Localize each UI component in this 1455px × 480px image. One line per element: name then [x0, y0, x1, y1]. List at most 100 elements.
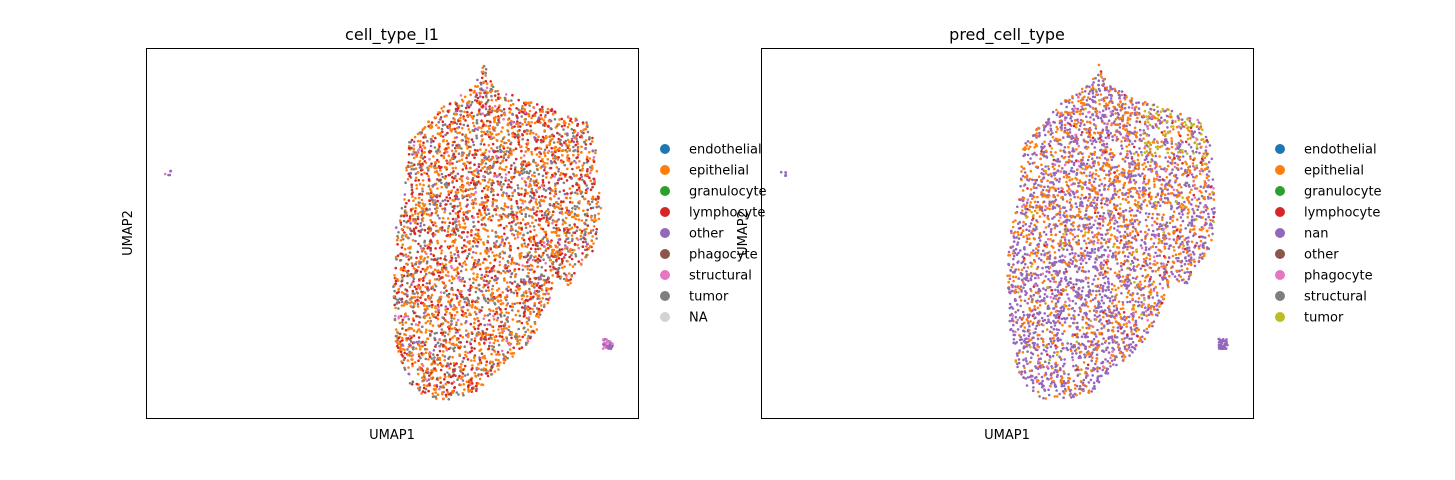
scatter-point — [467, 389, 471, 393]
scatter-point — [465, 144, 469, 147]
scatter-point — [485, 252, 489, 255]
scatter-point — [425, 207, 428, 210]
scatter-point — [506, 259, 510, 263]
scatter-point — [407, 258, 411, 261]
scatter-point — [494, 90, 497, 93]
scatter-point — [539, 113, 543, 117]
scatter-point — [502, 212, 505, 216]
scatter-point — [394, 279, 398, 283]
scatter-point — [426, 255, 430, 259]
scatter-point — [505, 205, 509, 209]
scatter-point — [573, 204, 577, 208]
scatter-point — [1106, 246, 1110, 249]
scatter-point — [453, 253, 456, 256]
scatter-point — [490, 98, 494, 102]
scatter-point — [524, 341, 528, 345]
scatter-point — [485, 170, 489, 174]
scatter-point — [525, 146, 528, 149]
scatter-point — [471, 245, 475, 248]
scatter-point — [420, 198, 424, 202]
scatter-point — [543, 168, 546, 172]
scatter-point — [597, 191, 601, 195]
scatter-point — [422, 311, 426, 315]
scatter-point — [440, 228, 444, 231]
scatter-point — [535, 103, 539, 106]
scatter-point — [471, 129, 475, 132]
scatter-point — [523, 107, 526, 111]
scatter-point — [441, 110, 445, 113]
scatter-point — [589, 206, 593, 210]
scatter-point — [432, 193, 435, 196]
scatter-point — [567, 159, 571, 163]
scatter-point — [469, 247, 472, 250]
scatter-point — [516, 120, 519, 123]
scatter-point — [540, 217, 543, 221]
scatter-point — [482, 317, 486, 321]
scatter-point — [509, 180, 513, 184]
scatter-point — [569, 281, 572, 285]
scatter-point — [460, 158, 464, 161]
scatter-point — [533, 136, 536, 139]
scatter-point — [1137, 297, 1141, 300]
scatter-point — [447, 274, 450, 278]
scatter-point — [1145, 115, 1148, 118]
scatter-point — [531, 243, 535, 247]
scatter-point — [1198, 169, 1202, 173]
scatter-point — [1088, 171, 1092, 174]
scatter-point — [462, 383, 466, 386]
scatter-point — [428, 316, 432, 320]
scatter-point — [478, 310, 482, 314]
scatter-point — [496, 110, 499, 113]
scatter-point — [411, 195, 414, 198]
scatter-point — [1193, 196, 1197, 199]
scatter-point — [535, 234, 538, 237]
scatter-point — [419, 169, 423, 172]
scatter-point — [1154, 251, 1157, 255]
scatter-point — [471, 199, 474, 202]
scatter-point — [487, 235, 490, 238]
scatter-point — [445, 196, 449, 199]
scatter-point — [438, 216, 441, 220]
scatter-point — [450, 157, 454, 160]
scatter-point — [483, 208, 487, 212]
scatter-point — [1091, 282, 1094, 286]
scatter-point — [557, 123, 561, 126]
scatter-point — [539, 147, 543, 151]
scatter-point — [467, 101, 471, 104]
scatter-point — [464, 133, 468, 137]
scatter-point — [400, 246, 404, 249]
scatter-point — [481, 166, 484, 170]
scatter-point — [422, 183, 425, 187]
scatter-point — [453, 146, 457, 150]
scatter-point — [489, 369, 493, 372]
scatter-point — [468, 187, 472, 191]
scatter-point — [416, 217, 420, 221]
scatter-point — [1159, 110, 1163, 113]
scatter-point — [449, 393, 453, 397]
scatter-point — [427, 378, 431, 381]
scatter-point — [474, 153, 478, 156]
scatter-point — [541, 158, 544, 161]
scatter-point — [169, 169, 172, 173]
scatter-point — [495, 281, 499, 285]
scatter-point — [434, 182, 438, 185]
scatter-point — [548, 265, 552, 268]
scatter-point — [434, 201, 437, 204]
scatter-point — [562, 189, 566, 192]
scatter-point — [535, 202, 539, 206]
scatter-point — [414, 209, 417, 213]
scatter-point — [419, 140, 422, 143]
scatter-point — [454, 374, 457, 378]
scatter-point — [558, 248, 562, 251]
scatter-point — [440, 185, 444, 189]
scatter-point — [483, 297, 487, 300]
scatter-point — [408, 140, 411, 144]
scatter-point — [483, 354, 486, 358]
scatter-point — [410, 281, 414, 285]
scatter-point — [517, 327, 520, 331]
scatter-point — [563, 265, 566, 269]
scatter-point — [531, 258, 535, 262]
scatter-point — [526, 231, 529, 235]
scatter-point — [536, 297, 539, 301]
scatter-point — [497, 92, 500, 96]
